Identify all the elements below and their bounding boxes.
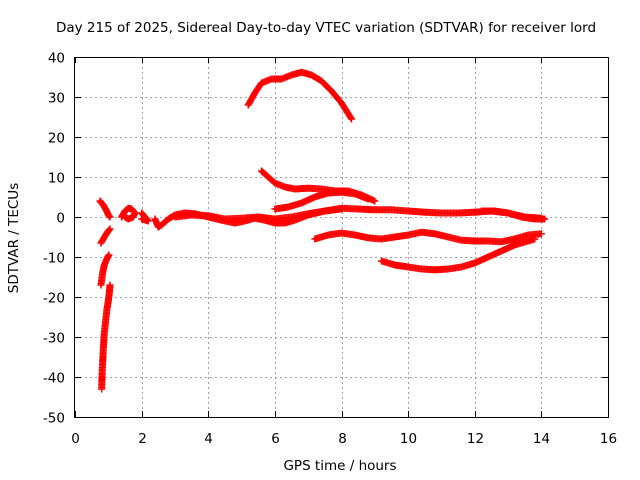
data-point-marker [106,225,114,233]
data-point-marker [105,251,113,259]
y-axis-label: SDTVAR / TECUs [6,183,22,293]
y-tick-label: -10 [43,251,65,267]
chart-title: Day 215 of 2025, Sidereal Day-to-day VTE… [56,20,596,36]
data-point-marker [347,115,355,123]
y-tick-label: -20 [43,291,65,307]
y-tick-label: -40 [43,371,65,387]
x-tick-label: 14 [533,431,550,447]
y-tick-label: 30 [48,91,65,107]
data-point-marker [537,230,545,238]
data-point-marker [105,226,113,234]
x-tick-label: 6 [271,431,280,447]
x-tick-label: 12 [467,431,484,447]
y-tick-label: 0 [56,211,65,227]
x-tick-label: 10 [400,431,417,447]
data-point-marker [338,205,345,213]
data-point-marker [138,215,146,223]
x-tick-label: 0 [71,431,80,447]
data-point-marker [105,212,113,220]
y-tick-label: 10 [48,171,65,187]
data-point-marker [531,235,539,243]
y-tick-label: -30 [43,331,65,347]
data-point-marker [347,114,355,122]
data-point-marker [541,215,549,223]
plot-frame [74,57,609,418]
x-tick-label: 4 [204,431,213,447]
data-layer [96,68,549,393]
axis-ticks: 0 2 4 6 8 10 12 14 16 40 30 20 10 0 -10 -20 -30 -40 -50 [43,51,617,448]
y-tick-label: 40 [48,51,65,67]
x-tick-label: 2 [138,431,147,447]
x-axis-label: GPS time / hours [283,458,396,474]
x-tick-label: 16 [600,431,617,447]
x-tick-label: 8 [338,431,347,447]
y-tick-label: 20 [48,131,65,147]
data-point-marker [364,195,372,203]
data-point-marker [106,213,114,221]
data-point-marker [106,281,114,289]
y-tick-label: -50 [43,411,65,427]
data-point-marker [121,213,129,221]
data-point-marker [371,197,379,205]
